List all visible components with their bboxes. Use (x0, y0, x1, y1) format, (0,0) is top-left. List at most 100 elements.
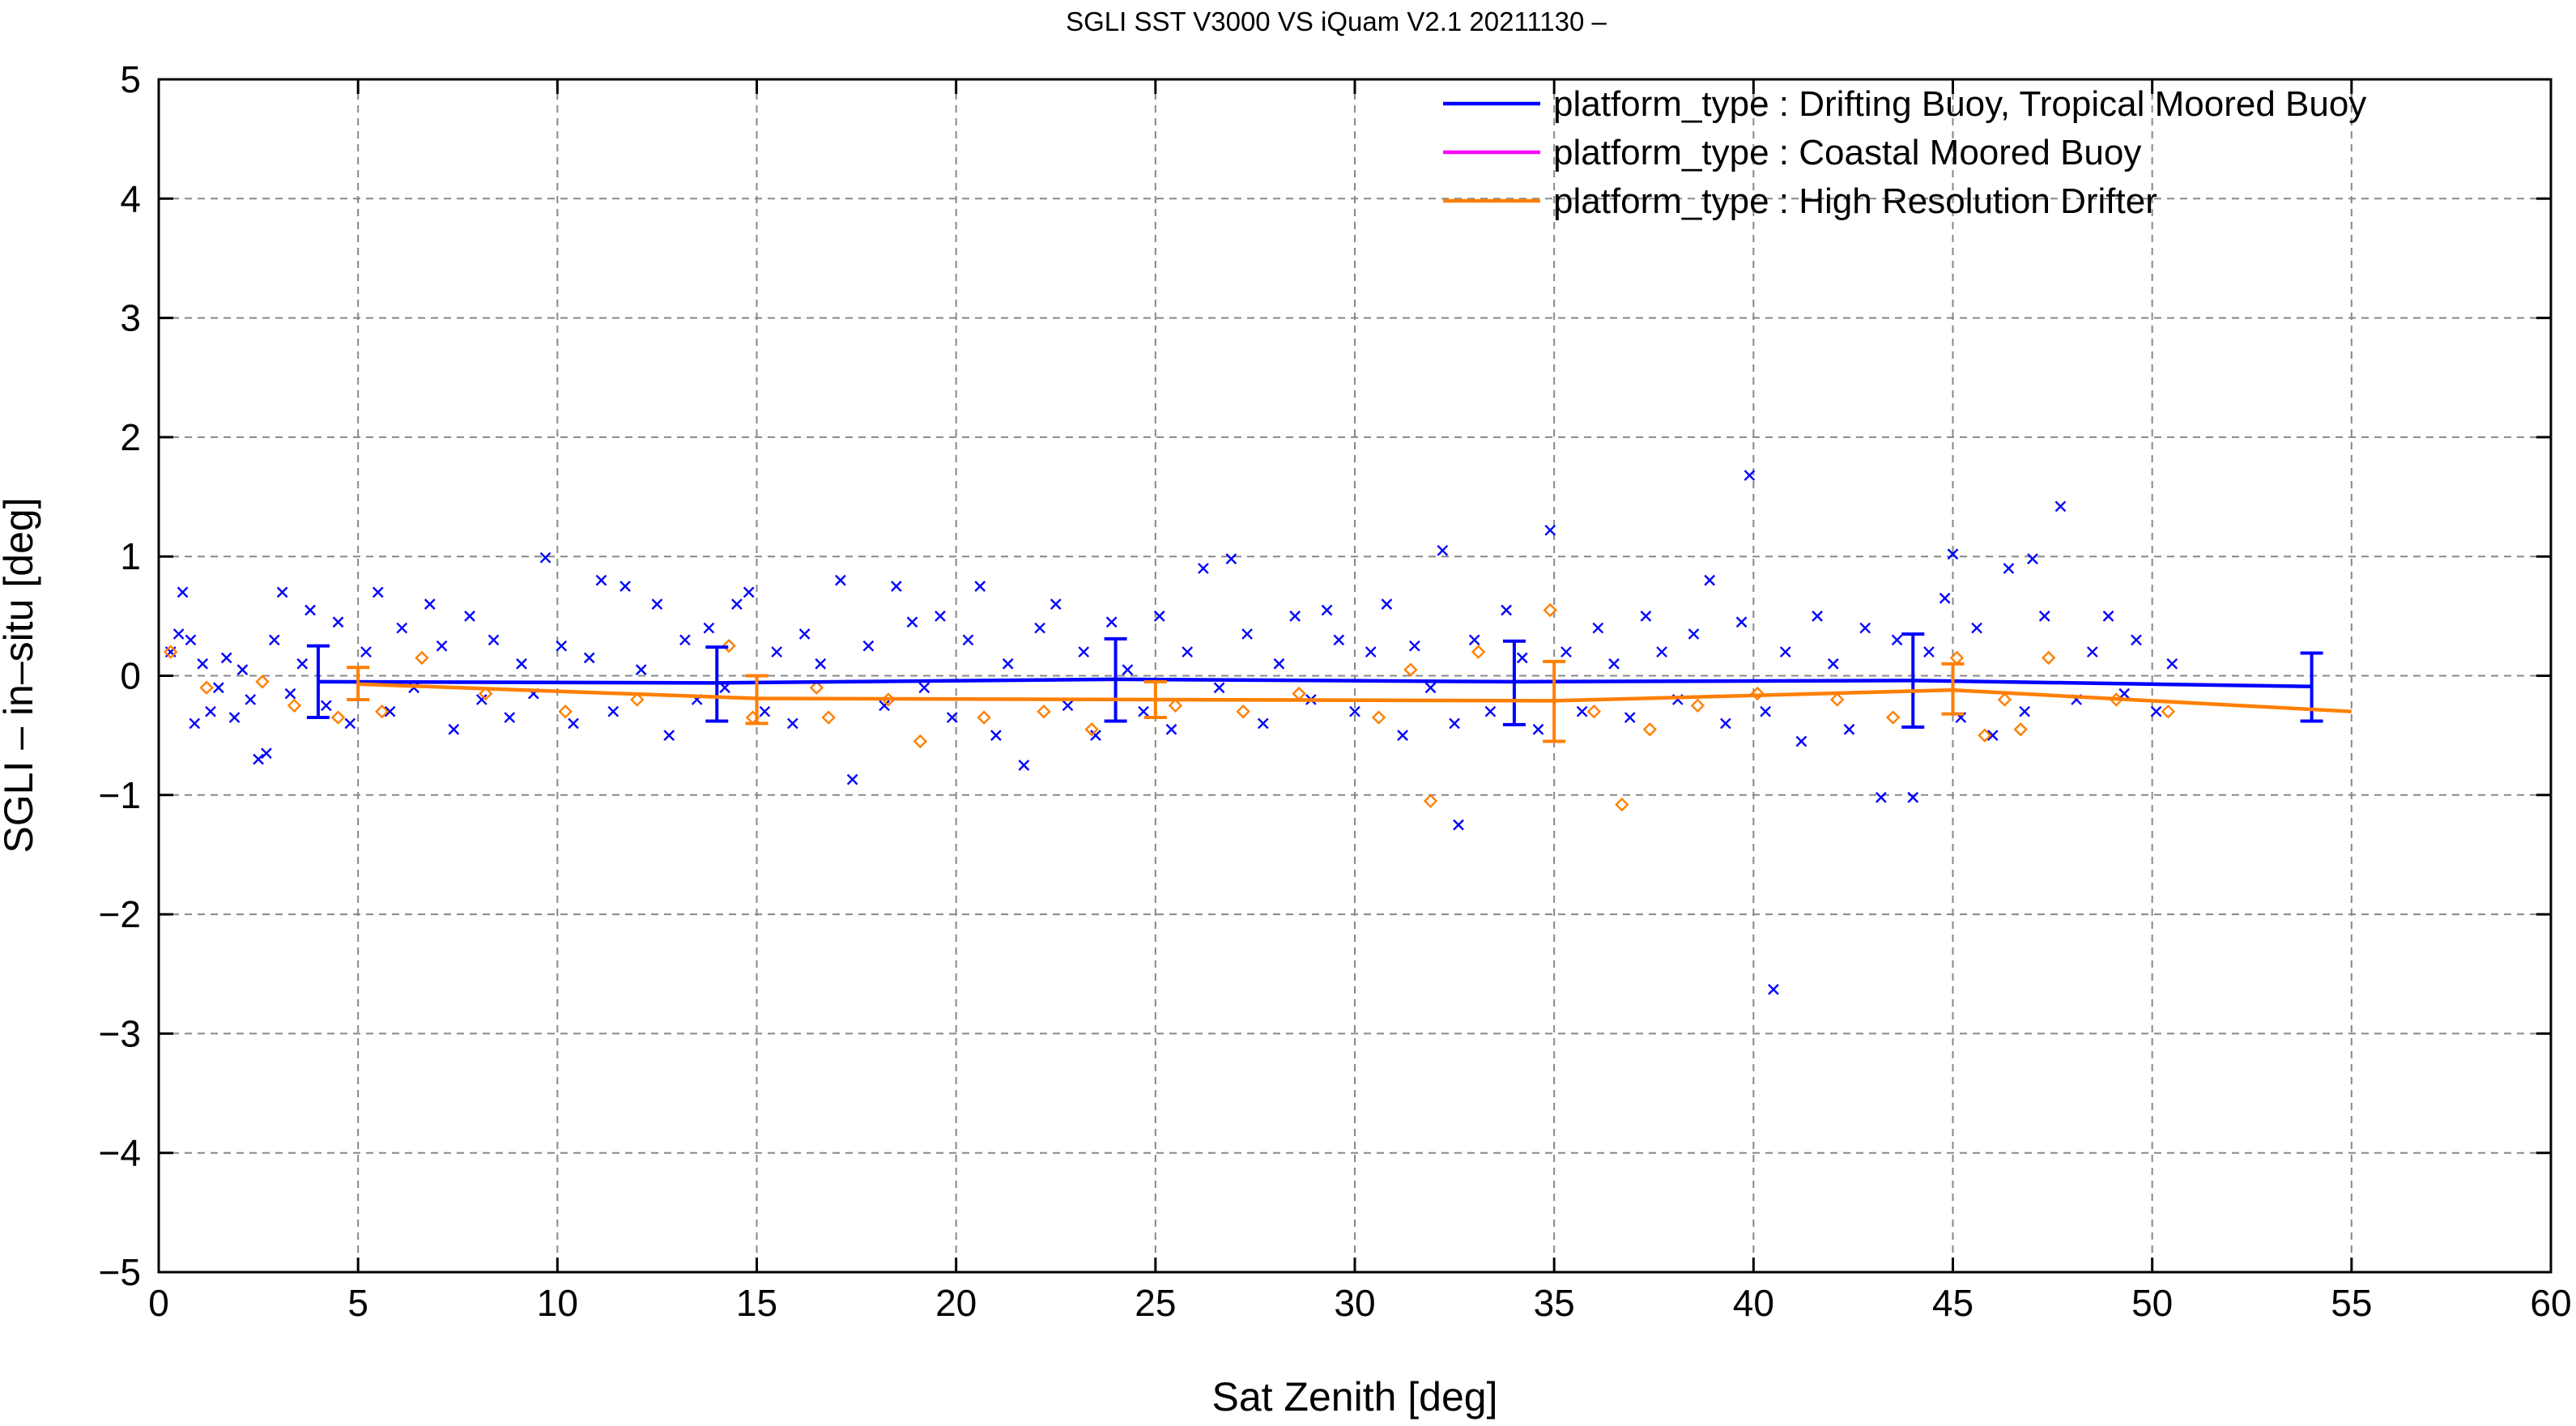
data-point (304, 604, 316, 616)
data-point (607, 705, 620, 717)
error-bar (1941, 662, 1965, 716)
data-point (1642, 722, 1658, 737)
data-point (2003, 563, 2015, 574)
data-point (1453, 819, 1464, 831)
data-point (1371, 710, 1386, 725)
error-bar (705, 645, 729, 723)
data-point (330, 710, 346, 725)
x-marker-stroke (1688, 628, 1700, 640)
data-point (1827, 658, 1839, 670)
x-marker-stroke (786, 717, 798, 730)
x-marker-stroke (1453, 819, 1464, 831)
data-point (946, 712, 958, 723)
x-marker-stroke (556, 640, 568, 652)
data-point (1690, 698, 1705, 713)
error-bar (306, 644, 330, 720)
x-marker-stroke (1349, 705, 1360, 717)
x-marker-stroke (268, 634, 280, 646)
data-point (396, 622, 408, 634)
data-point (1907, 791, 1919, 803)
data-point (809, 680, 824, 695)
data-point (1750, 686, 1765, 701)
data-point (1586, 704, 1602, 719)
legend-label: platform_type : Coastal Moored Buoy (1553, 133, 2141, 172)
error-bar (745, 674, 769, 726)
data-point (172, 628, 185, 640)
mean-line (317, 677, 2312, 689)
x-marker-stroke (344, 717, 356, 730)
data-point (1885, 710, 1901, 725)
x-marker-stroke (384, 705, 396, 717)
x-marker-stroke (1812, 611, 1823, 622)
x-marker-stroke (539, 551, 551, 564)
x-marker-stroke (1034, 622, 1045, 634)
diamond-marker (1978, 728, 1992, 743)
data-point (1257, 717, 1269, 730)
x-marker-stroke (1333, 634, 1345, 646)
data-point (1138, 705, 1149, 717)
diamond-marker (1885, 710, 1901, 725)
diamond-marker (913, 734, 928, 749)
x-tick-label: 35 (1534, 1282, 1575, 1324)
x-marker-stroke (918, 682, 930, 694)
y-tick-label: 3 (120, 297, 141, 339)
data-series (164, 470, 2352, 995)
x-tick-label: 40 (1733, 1282, 1774, 1324)
diamond-marker (1642, 722, 1658, 737)
data-point (815, 658, 827, 670)
x-marker-stroke (1213, 682, 1225, 694)
data-point (1735, 616, 1748, 628)
x-marker-stroke (197, 658, 209, 670)
chart-title: SGLI SST V3000 VS iQuam V2.1 20211130 – (1066, 6, 1607, 36)
data-point (1409, 640, 1420, 652)
x-marker-stroke (320, 700, 332, 712)
x-marker-stroke (1843, 723, 1855, 735)
x-marker-stroke (1182, 646, 1194, 658)
x-marker-stroke (890, 581, 902, 592)
x-marker-stroke (213, 682, 224, 694)
x-marker-stroke (1768, 984, 1779, 995)
diamond-marker (977, 710, 991, 725)
data-point (1122, 664, 1134, 675)
y-tick-label: −2 (99, 893, 141, 935)
x-marker-stroke (2118, 687, 2131, 700)
data-point (1971, 622, 1982, 634)
data-point (479, 686, 493, 701)
mean-line (358, 682, 2352, 713)
data-point (890, 581, 902, 592)
x-marker-stroke (296, 658, 309, 670)
data-point (1891, 634, 1903, 646)
diamond-marker (255, 675, 270, 689)
x-tick-label: 20 (935, 1282, 977, 1324)
data-point (516, 658, 527, 670)
data-point (261, 747, 272, 760)
data-point (1532, 723, 1544, 735)
data-point (228, 712, 241, 723)
data-point (384, 705, 396, 717)
data-point (1333, 634, 1345, 646)
x-marker-stroke (253, 753, 264, 765)
y-tick-label: 4 (120, 177, 141, 219)
data-point (913, 734, 928, 749)
error-bar (347, 666, 370, 701)
data-point (1105, 616, 1118, 628)
series-2-summary (347, 659, 2352, 743)
x-marker-stroke (1289, 611, 1301, 622)
y-axis-label: SGLI – in–situ [deg] (0, 497, 41, 853)
data-point (1471, 645, 1486, 659)
x-marker-stroke (568, 717, 579, 730)
diamond-marker (1471, 645, 1486, 659)
data-point (2086, 646, 2098, 658)
data-point (1397, 730, 1408, 741)
diamond-marker (809, 680, 824, 695)
data-point (1241, 628, 1253, 640)
x-marker-stroke (635, 664, 647, 675)
diamond-marker (821, 710, 836, 725)
x-marker-stroke (2054, 500, 2067, 513)
x-marker-stroke (1090, 730, 1101, 741)
data-point (255, 675, 270, 689)
data-point (2019, 705, 2030, 717)
x-tick-label: 10 (537, 1282, 578, 1324)
data-point (651, 598, 663, 610)
